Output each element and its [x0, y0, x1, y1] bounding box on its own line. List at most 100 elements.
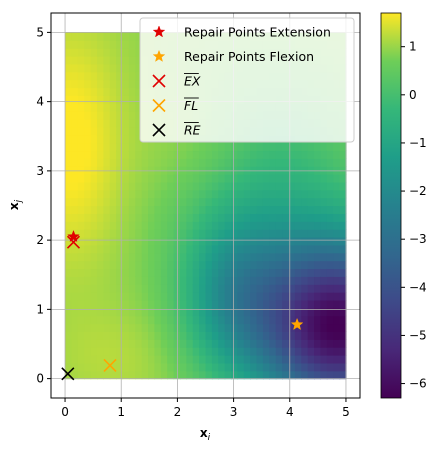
heatmap-cell [320, 213, 328, 222]
heatmap-cell [90, 48, 98, 57]
heatmap-cell [65, 118, 73, 128]
heatmap-cell [109, 150, 117, 159]
heatmap-cell [186, 284, 194, 293]
heatmap-cell [71, 331, 79, 340]
heatmap-cell [282, 299, 290, 309]
heatmap-cell [154, 244, 162, 254]
heatmap-cell [320, 299, 328, 309]
heatmap-cell [294, 347, 302, 356]
heatmap-cell [109, 244, 117, 254]
heatmap-cell [326, 158, 334, 167]
heatmap-cell [77, 87, 85, 96]
heatmap-cell [71, 79, 79, 89]
heatmap-cell [96, 292, 104, 301]
heatmap-cell [218, 331, 226, 340]
heatmap-cell [250, 276, 258, 285]
heatmap-cell [90, 260, 98, 270]
heatmap-cell [262, 150, 270, 159]
heatmap-cell [148, 142, 156, 152]
heatmap-cell [326, 181, 334, 191]
heatmap-cell [192, 292, 200, 301]
heatmap-cell [186, 213, 194, 222]
heatmap-cell [237, 284, 245, 293]
heatmap-cell [141, 323, 149, 332]
heatmap-cell [307, 142, 315, 152]
heatmap-cell [148, 299, 156, 309]
heatmap-cell [237, 276, 245, 285]
heatmap-cell [179, 181, 187, 191]
heatmap-cell [84, 339, 92, 348]
heatmap-cell [231, 213, 239, 222]
heatmap-cell [256, 284, 264, 293]
heatmap-cell [96, 118, 104, 128]
heatmap-cell [199, 276, 207, 285]
heatmap-cell [333, 174, 341, 183]
heatmap-cell [71, 260, 79, 270]
heatmap-cell [77, 118, 85, 128]
heatmap-cell [96, 79, 104, 89]
heatmap-cell [71, 87, 79, 96]
heatmap-cell [141, 315, 149, 325]
heatmap-cell [103, 174, 111, 183]
heatmap-cell [186, 268, 194, 277]
heatmap-cell [77, 362, 85, 372]
heatmap-cell [109, 355, 117, 364]
heatmap-cell [275, 174, 283, 183]
heatmap-cell [326, 205, 334, 214]
heatmap-cell [96, 111, 104, 120]
heatmap-cell [109, 71, 117, 81]
heatmap-cell [243, 315, 251, 325]
heatmap-cell [135, 370, 143, 380]
heatmap-cell [301, 331, 309, 340]
heatmap-cell [90, 276, 98, 285]
heatmap-cell [160, 205, 168, 214]
heatmap-cell [71, 40, 79, 49]
heatmap-cell [160, 268, 168, 277]
heatmap-cell [262, 181, 270, 191]
heatmap-cell [65, 229, 73, 238]
heatmap-cell [211, 307, 219, 317]
heatmap-cell [205, 260, 213, 270]
heatmap-cell [141, 236, 149, 246]
heatmap-cell [116, 339, 124, 348]
heatmap-cell [96, 150, 104, 159]
heatmap-cell [71, 229, 79, 238]
heatmap-cell [250, 158, 258, 167]
heatmap-cell [199, 339, 207, 348]
heatmap-cell [218, 347, 226, 356]
heatmap-cell [205, 166, 213, 175]
heatmap-cell [96, 205, 104, 214]
heatmap-cell [77, 252, 85, 262]
heatmap-cell [218, 197, 226, 207]
heatmap-cell [339, 268, 347, 277]
heatmap-cell [243, 307, 251, 317]
heatmap-cell [84, 197, 92, 207]
heatmap-cell [160, 323, 168, 332]
heatmap-cell [339, 323, 347, 332]
heatmap-cell [179, 244, 187, 254]
heatmap-cell [135, 95, 143, 104]
heatmap-cell [135, 118, 143, 128]
heatmap-cell [186, 323, 194, 332]
heatmap-cell [199, 166, 207, 175]
heatmap-cell [103, 87, 111, 96]
heatmap-cell [148, 276, 156, 285]
heatmap-cell [71, 32, 79, 41]
heatmap-cell [71, 134, 79, 144]
heatmap-cell [96, 331, 104, 340]
heatmap-cell [307, 276, 315, 285]
heatmap-cell [154, 276, 162, 285]
heatmap-cell [128, 323, 136, 332]
heatmap-cell [243, 142, 251, 152]
heatmap-cell [167, 229, 175, 238]
heatmap-cell [122, 370, 130, 380]
heatmap-cell [243, 252, 251, 262]
heatmap-cell [84, 370, 92, 380]
heatmap-cell [211, 181, 219, 191]
heatmap-cell [224, 244, 232, 254]
heatmap-cell [333, 268, 341, 277]
heatmap-cell [256, 229, 264, 238]
heatmap-cell [275, 299, 283, 309]
heatmap-cell [84, 331, 92, 340]
